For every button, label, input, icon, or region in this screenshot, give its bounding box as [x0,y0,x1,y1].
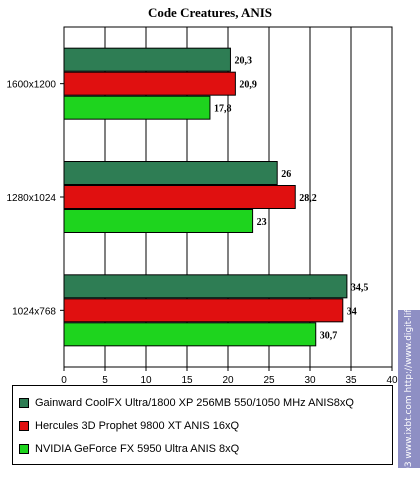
bars-group [63,47,348,347]
legend-label-nvidia: NVIDIA GeForce FX 5950 Ultra ANIS 8xQ [35,443,240,455]
data-label: 26 [281,169,291,180]
data-label: 17,8 [214,104,232,115]
data-label: 34 [347,306,357,317]
x-tick-label: 30 [304,375,316,385]
category-label: 1280x1024 [7,193,57,204]
legend-swatch-gainward [19,398,29,408]
data-label: 28,2 [299,193,317,204]
bar [63,274,348,299]
bar [63,71,236,96]
bar [63,185,296,209]
chart-title: Code Creatures, ANIS [148,5,272,20]
bar [63,161,278,185]
x-tick-label: 15 [181,375,193,385]
bar [63,47,231,72]
x-tick-label: 35 [345,375,357,385]
legend: Gainward CoolFX Ultra/1800 XP 256MB 550/… [12,385,393,465]
watermark-text: © 2003 www.ixbt.com http://www.digit-lif… [404,281,414,496]
legend-item-hercules: Hercules 3D Prophet 9800 XT ANIS 16xQ [19,417,239,435]
data-label: 20,9 [239,80,257,91]
data-label: 20,3 [234,56,252,67]
x-tick-label: 10 [140,375,152,385]
x-tick-label: 40 [386,375,398,385]
legend-swatch-hercules [19,421,29,431]
data-labels: 20,3 20,9 17,8 26 28,2 23 34,5 34 30,7 [214,56,368,342]
legend-item-nvidia: NVIDIA GeForce FX 5950 Ultra ANIS 8xQ [19,440,239,458]
legend-item-gainward: Gainward CoolFX Ultra/1800 XP 256MB 550/… [19,394,354,412]
bar [63,95,211,120]
tick-labels: 0 5 10 15 20 25 30 35 40 [61,367,398,385]
bar [63,322,317,347]
data-label: 34,5 [351,282,369,293]
x-tick-label: 20 [222,375,234,385]
watermark: © 2003 www.ixbt.com http://www.digit-lif… [398,282,420,496]
category-labels: 1600x1200 1280x1024 1024x768 [7,80,64,317]
bar [63,298,344,323]
bar [63,209,254,233]
legend-label-gainward: Gainward CoolFX Ultra/1800 XP 256MB 550/… [35,397,354,409]
bar-chart: Code Creatures, ANIS 1600x12001280x10241… [7,5,398,385]
category-label: 1600x1200 [7,80,57,91]
x-tick-label: 5 [102,375,108,385]
category-label: 1024x768 [12,306,56,317]
data-label: 30,7 [320,330,338,341]
data-label: 23 [257,217,267,228]
legend-swatch-nvidia [19,444,29,454]
legend-label-hercules: Hercules 3D Prophet 9800 XT ANIS 16xQ [35,420,240,432]
x-tick-label: 25 [263,375,275,385]
x-tick-label: 0 [61,375,67,385]
